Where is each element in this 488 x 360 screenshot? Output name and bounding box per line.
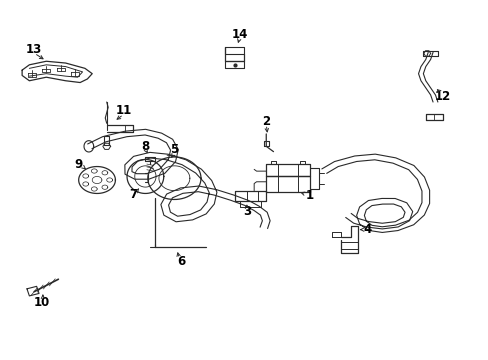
Text: 7: 7	[129, 188, 137, 201]
Text: 9: 9	[74, 158, 82, 171]
Text: 4: 4	[363, 223, 371, 236]
Text: 1: 1	[305, 189, 313, 202]
Text: 8: 8	[141, 140, 149, 153]
Text: 14: 14	[231, 28, 247, 41]
Text: 3: 3	[243, 206, 250, 219]
Text: 13: 13	[26, 43, 42, 56]
Text: 6: 6	[177, 255, 185, 268]
Text: 5: 5	[170, 143, 178, 156]
Text: 12: 12	[434, 90, 450, 103]
Text: 2: 2	[262, 115, 270, 128]
Text: 11: 11	[115, 104, 131, 117]
Text: 10: 10	[33, 296, 49, 309]
